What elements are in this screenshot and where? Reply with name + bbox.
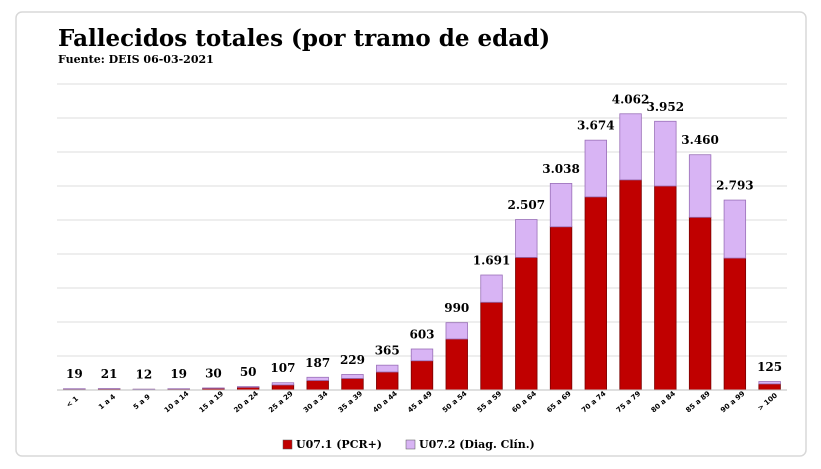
legend-swatch bbox=[282, 439, 293, 450]
bar-segment bbox=[723, 257, 747, 391]
bar-segment bbox=[515, 219, 538, 258]
chart-subtitle: Fuente: DEIS 06-03-2021 bbox=[58, 53, 214, 66]
bar-segment bbox=[654, 120, 677, 187]
bar-segment bbox=[376, 371, 399, 391]
bar-segment bbox=[480, 274, 503, 303]
bar-segment bbox=[758, 383, 781, 391]
total-label: 990 bbox=[444, 301, 469, 315]
total-label: 12 bbox=[136, 368, 153, 382]
total-label: 50 bbox=[240, 365, 257, 379]
bar-segment bbox=[515, 256, 538, 391]
total-label: 3.952 bbox=[647, 100, 685, 114]
total-label: 365 bbox=[375, 344, 400, 358]
total-label: 3.038 bbox=[542, 162, 580, 176]
legend-label: U07.2 (Diag. Clín.) bbox=[419, 438, 535, 451]
bar-segment bbox=[619, 179, 642, 391]
total-label: 1.691 bbox=[473, 254, 511, 268]
total-label: 19 bbox=[170, 367, 187, 381]
total-label: 4.062 bbox=[612, 92, 650, 106]
total-label: 2.507 bbox=[507, 198, 545, 212]
total-label: 21 bbox=[101, 367, 118, 381]
total-label: 229 bbox=[340, 353, 365, 367]
bar-segment bbox=[445, 338, 468, 391]
total-label: 3.674 bbox=[577, 119, 615, 133]
bar-segment bbox=[619, 113, 642, 181]
bar-segment bbox=[723, 199, 747, 259]
total-label: 30 bbox=[205, 366, 222, 380]
bar-segment bbox=[480, 301, 503, 391]
bar-segment bbox=[688, 154, 712, 218]
bar-segment bbox=[237, 386, 260, 388]
bar-segment bbox=[306, 380, 329, 391]
total-label: 603 bbox=[409, 327, 434, 341]
bar-segment bbox=[410, 360, 434, 391]
bar-segment bbox=[376, 364, 399, 373]
legend-label: U07.1 (PCR+) bbox=[296, 438, 382, 451]
bar-segment bbox=[341, 378, 364, 391]
bar-segment bbox=[271, 382, 295, 386]
total-label: 2.793 bbox=[716, 179, 754, 193]
bar-segment bbox=[549, 226, 573, 391]
bar-segment bbox=[758, 381, 781, 385]
bar-segment bbox=[584, 139, 607, 198]
bar-segment bbox=[410, 348, 434, 362]
bar-segment bbox=[584, 196, 607, 391]
bar-segment bbox=[549, 183, 573, 228]
chart-frame bbox=[15, 11, 807, 457]
total-label: 187 bbox=[305, 356, 330, 370]
bar-segment bbox=[271, 384, 295, 391]
legend-swatch bbox=[405, 439, 416, 450]
bar-segment bbox=[306, 376, 329, 381]
total-label: 3.460 bbox=[681, 133, 719, 147]
bar-segment bbox=[445, 322, 468, 340]
total-label: 125 bbox=[757, 360, 782, 374]
bar-segment bbox=[341, 374, 364, 379]
bar-segment bbox=[688, 216, 712, 391]
bar-segment bbox=[654, 185, 677, 391]
total-label: 107 bbox=[270, 361, 295, 375]
total-label: 19 bbox=[66, 367, 83, 381]
chart-title: Fallecidos totales (por tramo de edad) bbox=[58, 25, 550, 52]
